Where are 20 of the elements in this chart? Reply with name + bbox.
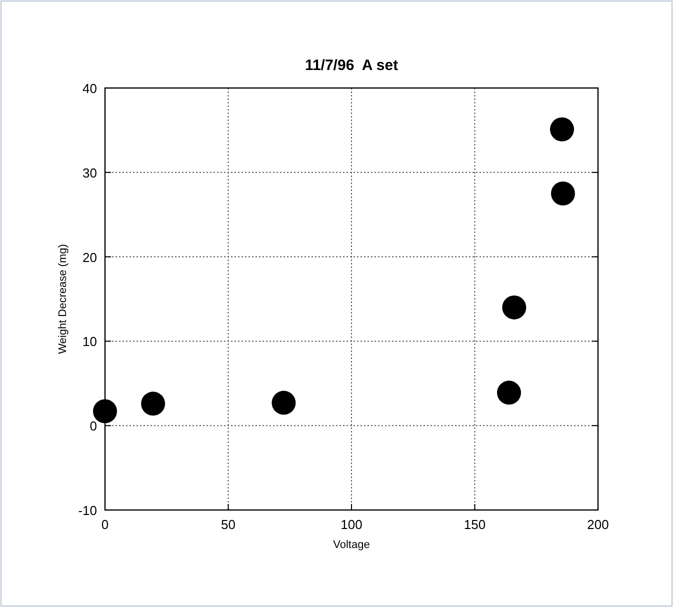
y-tick-label: -10: [78, 503, 97, 518]
y-tick-label: 40: [82, 81, 97, 96]
point: [550, 182, 575, 206]
point: [550, 117, 574, 142]
point: [497, 380, 522, 405]
y-tick-label: 10: [82, 334, 97, 350]
x-tick-label: 150: [464, 517, 486, 532]
x-tick-label: 100: [340, 517, 362, 532]
x-axis-title: Voltage: [333, 539, 370, 551]
y-axis-title: Weight Decrease (mg): [57, 244, 69, 354]
x-tick-label: 200: [587, 517, 609, 532]
point: [502, 295, 526, 320]
x-tick-label: 50: [221, 517, 236, 532]
point: [272, 390, 296, 415]
chart-title: 11/7/96 A set: [304, 57, 398, 74]
x-tick-label: 0: [101, 517, 109, 532]
y-tick-label: 30: [82, 165, 97, 180]
y-tick-label: 0: [90, 418, 97, 434]
y-tick-label: 20: [82, 250, 97, 265]
point: [141, 392, 166, 416]
